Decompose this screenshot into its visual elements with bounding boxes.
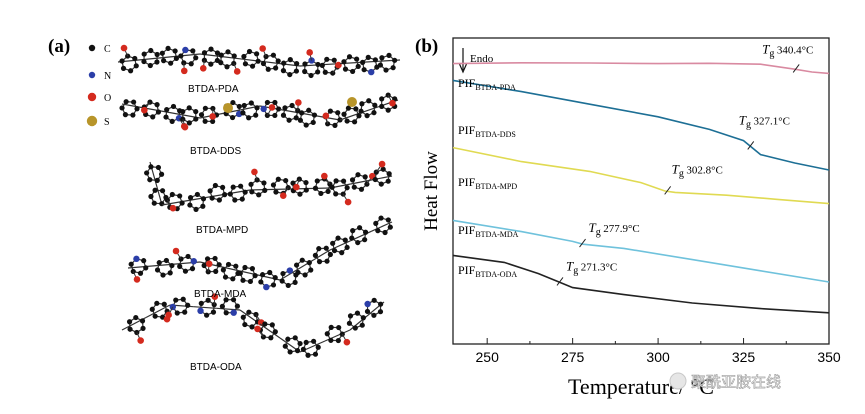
- tg-marker-mpd: [664, 186, 672, 195]
- sulfur-atom: [347, 97, 357, 107]
- watermark: 聚酰亚胺在线: [669, 372, 781, 391]
- endo-arrow-icon: [458, 63, 468, 74]
- molecule-oda: [121, 293, 385, 358]
- curve-mda: [452, 219, 830, 283]
- legend-dot-nitrogen: [88, 71, 96, 79]
- tg-marker-oda: [556, 277, 564, 286]
- molecule-mda: [127, 215, 393, 291]
- legend-label-nitrogen: N: [104, 71, 111, 82]
- legend-dot-oxygen: [87, 92, 97, 102]
- sulfur-atom: [223, 103, 233, 113]
- x-axis-ticks: 250 275 300 325 350: [476, 338, 841, 365]
- molecule-dds: [119, 92, 399, 131]
- curve-pda: [452, 61, 830, 75]
- tg-marker-dds: [747, 141, 755, 150]
- curves: [452, 61, 830, 314]
- molecule-label-oda: BTDA-ODA: [190, 362, 242, 373]
- plot-frame: [452, 37, 830, 345]
- legend-label-carbon: C: [104, 44, 111, 55]
- molecule-structures: [117, 44, 401, 358]
- atom-legend: C N O S: [86, 44, 111, 128]
- series-label-pda: PIFBTDA-PDA: [458, 76, 516, 92]
- x-tick-label-275: 275: [561, 349, 585, 365]
- x-tick-label-250: 250: [476, 349, 500, 365]
- x-tick-label-325: 325: [732, 349, 756, 365]
- tg-label-oda: Tg 271.3°C: [566, 258, 617, 276]
- curve-mpd: [452, 146, 830, 205]
- molecule-label-mpd: BTDA-MPD: [196, 225, 248, 236]
- tg-annotations: Tg 340.4°C Tg 327.1°C Tg 302.8°C Tg 277.9°C…: [556, 41, 813, 286]
- tg-label-mpd: Tg 302.8°C: [672, 161, 723, 179]
- molecule-mpd: [144, 160, 393, 212]
- tg-label-pda: Tg 340.4°C: [762, 41, 813, 59]
- tg-label-mda: Tg 277.9°C: [589, 220, 640, 238]
- legend-label-sulfur: S: [104, 117, 110, 128]
- x-axis-label: Temperature/ °C: [568, 374, 714, 399]
- watermark-text: 聚酰亚胺在线: [691, 374, 781, 391]
- series-label-mpd: PIFBTDA-MPD: [458, 175, 517, 191]
- series-label-dds: PIFBTDA-DDS: [458, 123, 516, 139]
- y-axis-label: Heat Flow: [421, 151, 442, 231]
- molecule-label-dds: BTDA-DDS: [190, 146, 241, 157]
- molecule-label-mda: BTDA-MDA: [194, 289, 247, 300]
- panel-b-label: (b): [415, 36, 438, 57]
- endo-label: Endo: [470, 53, 494, 65]
- panel-a-label: (a): [48, 36, 70, 57]
- legend-label-oxygen: O: [104, 93, 111, 104]
- legend-dot-carbon: [88, 44, 96, 52]
- curve-dds: [452, 79, 830, 171]
- tg-label-dds: Tg 327.1°C: [739, 112, 790, 130]
- tg-marker-mda: [579, 238, 586, 248]
- series-labels: PIFBTDA-PDA PIFBTDA-DDS PIFBTDA-MPD PIFBTDA…: [458, 76, 519, 279]
- curve-oda: [452, 254, 830, 314]
- tg-marker-pda: [792, 64, 800, 73]
- x-tick-label-350: 350: [817, 349, 841, 365]
- molecule-label-pda: BTDA-PDA: [188, 84, 239, 95]
- watermark-logo-icon: [669, 372, 687, 390]
- legend-dot-sulfur: [86, 115, 98, 127]
- x-tick-label-300: 300: [646, 349, 670, 365]
- series-label-oda: PIFBTDA-ODA: [458, 263, 517, 279]
- molecule-pda: [117, 44, 401, 79]
